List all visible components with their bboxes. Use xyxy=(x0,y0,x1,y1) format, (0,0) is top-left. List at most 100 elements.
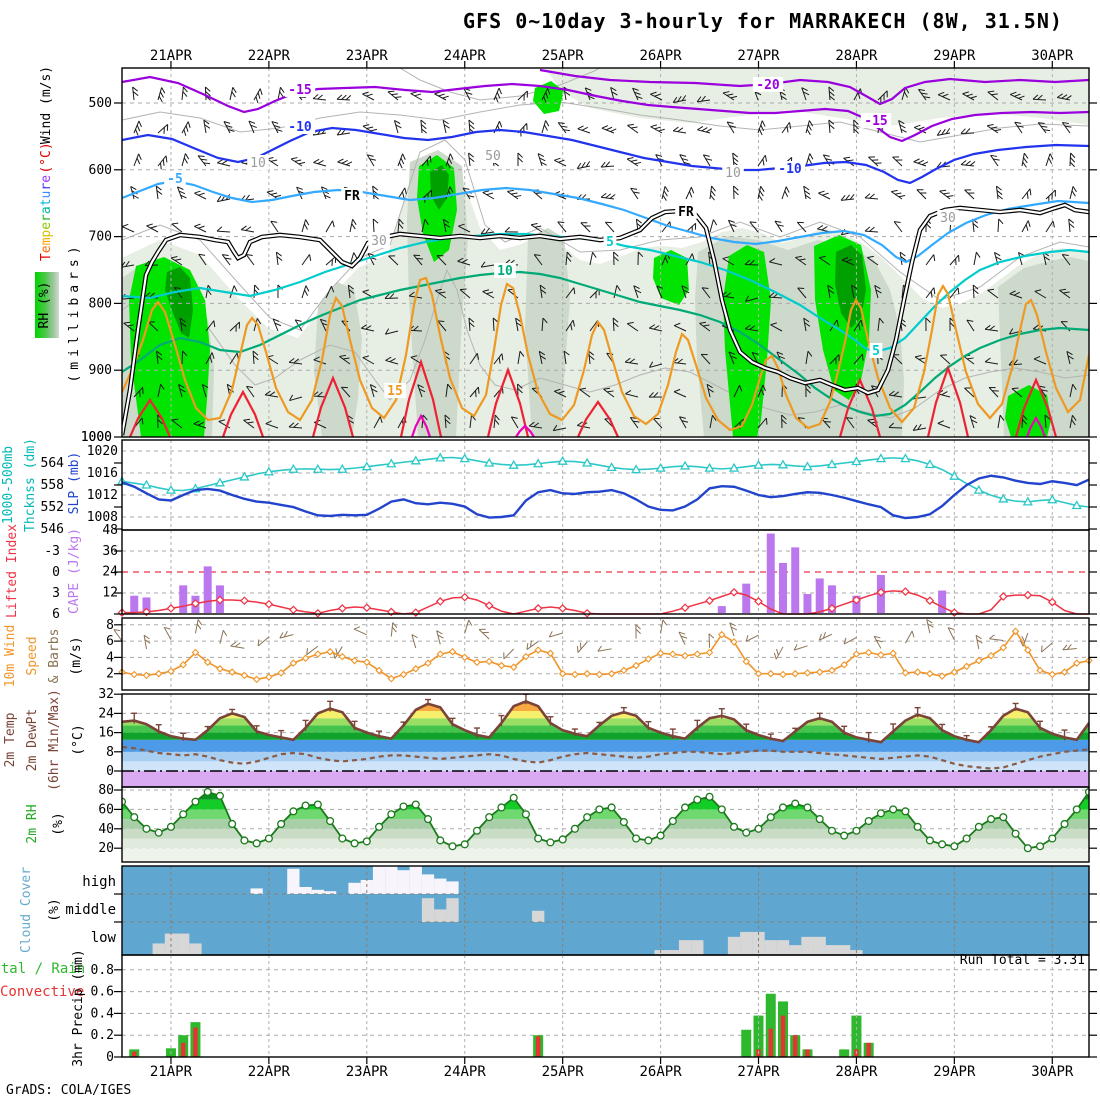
wind-barb-tick xyxy=(601,125,609,129)
wind-barb-tick xyxy=(873,635,881,639)
pressure-tick-label: 500 xyxy=(89,96,112,111)
wind-barb-tick xyxy=(537,153,545,158)
cloud-bar-middle xyxy=(532,910,545,922)
wind-barb-tick xyxy=(1072,186,1077,193)
wind-barb xyxy=(436,630,441,645)
wind-barb-tick xyxy=(517,152,523,158)
thickness-tick-label: 564 xyxy=(41,456,65,471)
wind-barb-tick xyxy=(751,351,759,355)
wind-barb-tick xyxy=(942,93,949,97)
wind-barb xyxy=(279,634,294,639)
wind-barb-tick xyxy=(795,255,802,258)
wind-speed-marker xyxy=(889,649,897,658)
wind-barb-tick xyxy=(1052,220,1055,228)
wind-barb-tick xyxy=(705,128,712,133)
rh-marker xyxy=(448,842,457,851)
wind-barb-tick xyxy=(420,119,427,125)
wind-barb xyxy=(246,386,255,398)
wind-barb xyxy=(843,636,857,645)
rh-marker xyxy=(142,824,151,833)
wind-barb-tick xyxy=(635,628,641,634)
rh-marker xyxy=(191,797,200,806)
contour-label-bg xyxy=(752,77,784,92)
wind-barb xyxy=(245,254,255,266)
wind-barb-tick xyxy=(843,637,847,645)
wind-barb-tick xyxy=(288,422,295,428)
rh-marker xyxy=(521,810,530,819)
thickness-marker xyxy=(337,463,348,473)
wind-barb xyxy=(795,257,807,266)
wind-barb-tick xyxy=(1012,387,1019,390)
cape-bar xyxy=(778,562,787,613)
wind-barb-tick xyxy=(1010,91,1017,95)
contour-label: 10 xyxy=(250,156,266,171)
wind-barb-tick xyxy=(558,390,565,394)
wind-barb xyxy=(493,87,500,101)
wind-barb-tick xyxy=(927,623,934,628)
lifted-index-marker xyxy=(191,599,200,608)
wind-barb xyxy=(257,636,270,647)
wind-speed-marker xyxy=(191,648,200,657)
cloud-bar-high xyxy=(397,870,410,894)
wind-barb-tick xyxy=(122,223,129,228)
wind-barb-tick xyxy=(960,128,966,134)
wind-barb xyxy=(1061,122,1071,134)
rh-marker xyxy=(423,815,433,824)
wind-barb xyxy=(673,391,687,398)
contour-label-bg xyxy=(368,233,390,248)
wind-barb-tick xyxy=(1069,157,1076,163)
wind-barb-tick xyxy=(1026,192,1029,199)
wind-barb-tick xyxy=(605,193,612,199)
wind-barb-tick xyxy=(438,93,445,97)
wind-barb xyxy=(1069,415,1073,429)
thickness-marker xyxy=(288,463,299,473)
cloud-bar-low xyxy=(740,931,753,955)
wind-barb-tick xyxy=(1022,419,1028,425)
wind-barb xyxy=(829,354,840,365)
wind-speed-marker xyxy=(718,630,726,639)
contour-label: 5 xyxy=(872,344,880,359)
wind-barb xyxy=(850,285,855,299)
bottom-date-label: 22APR xyxy=(248,1064,291,1080)
wind-barb-tick xyxy=(444,414,451,420)
wind-barb-tick xyxy=(171,418,179,421)
wind-barb-tick xyxy=(320,318,327,322)
cloud-bar-high xyxy=(311,889,324,894)
precip-legend-convective: Convective xyxy=(0,984,84,1000)
wind-barb xyxy=(1069,186,1074,200)
wind-barb-tick xyxy=(198,225,205,229)
wind-barb xyxy=(390,622,394,637)
rh-marker xyxy=(179,810,188,819)
freezing-level-inner xyxy=(122,203,1089,436)
wind-barb-tick xyxy=(744,259,751,265)
contour-label: FR xyxy=(344,189,360,204)
cloud-bar-low xyxy=(189,943,202,955)
thickness-marker xyxy=(802,461,813,471)
axis-label-rh-pct: (%) xyxy=(51,812,66,835)
wind-barb xyxy=(411,634,417,649)
wind-barb-tick xyxy=(664,186,669,193)
wind-barb-tick xyxy=(227,128,235,132)
wind-barb xyxy=(369,384,375,398)
wind-barb-tick xyxy=(899,124,906,129)
wind-barb-tick xyxy=(437,320,445,323)
wind-barb xyxy=(656,285,663,299)
lifted-index-marker xyxy=(901,587,910,596)
wind-speed-marker xyxy=(987,651,995,660)
wind-barb xyxy=(163,627,172,640)
precip-tick-label: 0.4 xyxy=(91,1006,115,1021)
rh-tick-label: 80 xyxy=(98,783,114,798)
wind-barb xyxy=(997,415,1001,429)
rh-marker xyxy=(656,831,665,840)
contour-label-bg xyxy=(482,148,504,163)
wind-barb-tick xyxy=(313,158,320,163)
wind-barb-tick xyxy=(613,256,619,262)
wind-barb-tick xyxy=(1013,359,1019,366)
bottom-date-label: 21APR xyxy=(150,1064,193,1080)
wind-barb xyxy=(972,284,975,299)
wind-barb-tick xyxy=(858,323,861,331)
contour-label-bg xyxy=(860,113,892,128)
cloud-bar-high xyxy=(385,866,398,894)
wind-barb-tick xyxy=(132,194,139,199)
